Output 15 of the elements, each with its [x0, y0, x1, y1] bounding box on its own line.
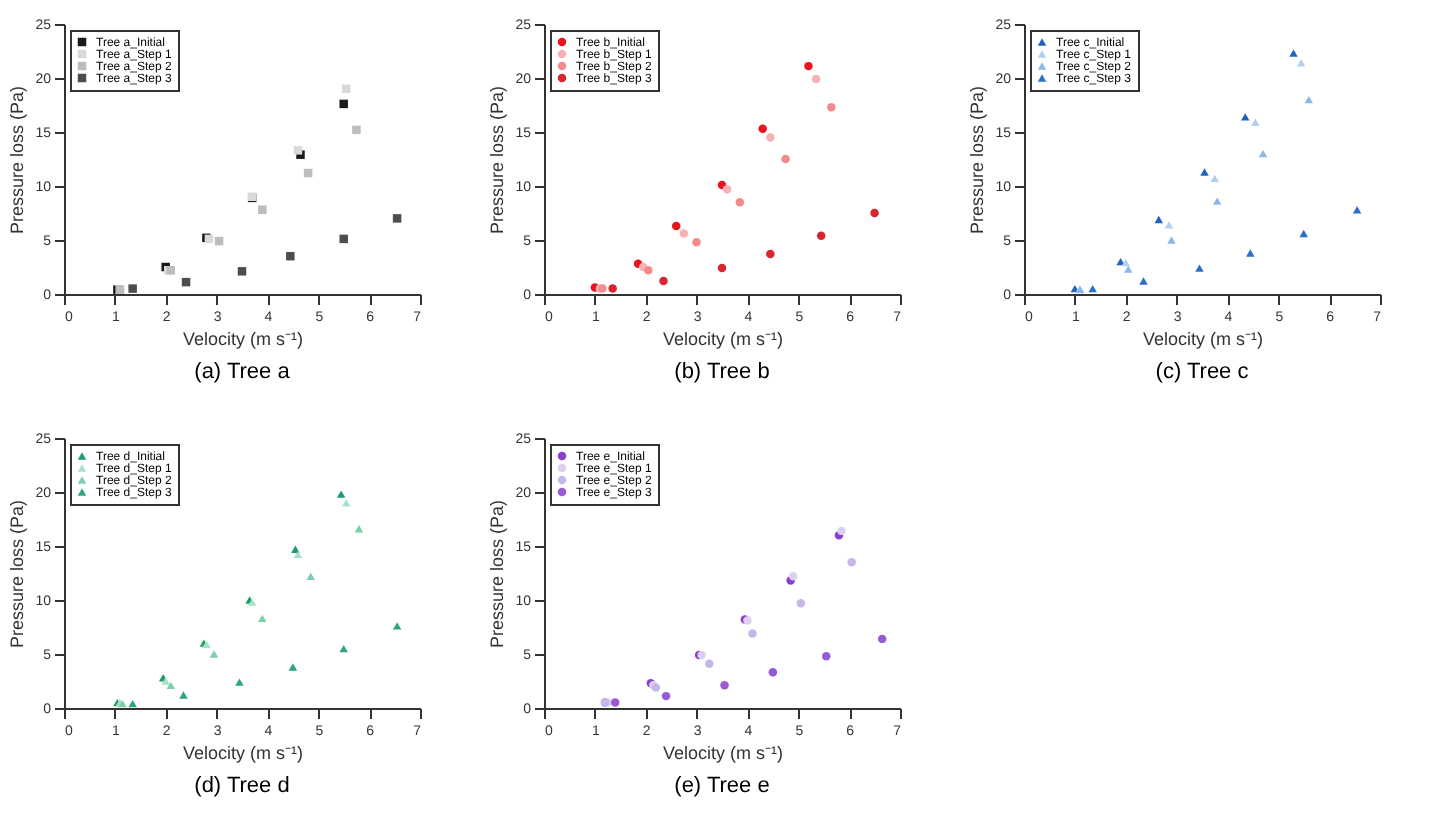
text: (a) Tree a [194, 360, 292, 384]
text: (e) Tree e [674, 774, 770, 798]
x-axis-title: Velocity (m s⁻¹) [182, 329, 304, 349]
x-axis-title: Velocity (m s⁻¹) [662, 743, 784, 763]
y-axis-title: Pressure loss (Pa) [487, 499, 508, 649]
x-axis-title: Velocity (m s⁻¹) [182, 743, 304, 763]
text: (d) Tree d [194, 774, 290, 798]
y-axis-title: Pressure loss (Pa) [967, 85, 988, 235]
x-axis-title: Velocity (m s⁻¹) [1142, 329, 1264, 349]
text: (c) Tree c [1155, 360, 1250, 384]
y-axis-title: Pressure loss (Pa) [7, 85, 28, 235]
y-axis-title: Pressure loss (Pa) [487, 85, 508, 235]
x-axis-title: Velocity (m s⁻¹) [662, 329, 784, 349]
y-axis-title: Pressure loss (Pa) [7, 499, 28, 649]
text: (b) Tree b [674, 360, 770, 384]
